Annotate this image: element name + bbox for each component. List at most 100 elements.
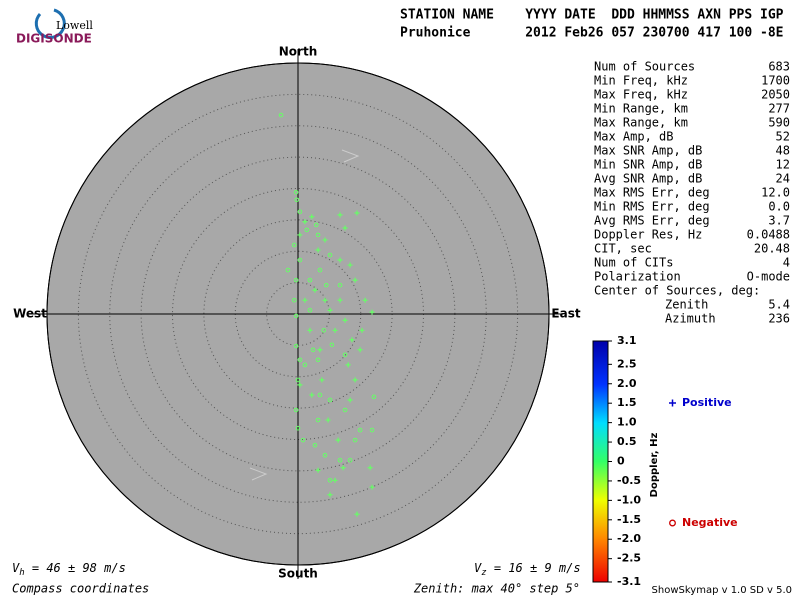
stat-label: Doppler Res, Hz [594,228,702,242]
source-point [347,457,353,463]
source-point [293,407,299,413]
stat-value: 236 [768,312,790,326]
colorbar [592,340,609,583]
stat-value: 48 [776,144,790,158]
source-point [307,327,313,333]
direction-label: North [279,45,317,59]
direction-label: West [13,307,47,321]
source-point [335,437,341,443]
stat-value: 4 [783,256,790,270]
source-point [337,457,343,463]
source-point [322,237,328,243]
source-point [321,328,327,333]
source-point [332,327,338,333]
direction-arrow [341,149,360,163]
source-point [327,252,333,258]
header-line: Pruhonice 2012 Feb26 057 230700 417 100 … [400,26,784,41]
colorbar-tick-label: 1.5 [617,396,637,409]
source-point [302,219,308,225]
source-point [293,277,299,283]
source-point [367,465,373,471]
source-point [278,112,284,118]
source-point [345,362,351,368]
center-title: Center of Sources, deg: [594,284,760,298]
source-point [362,297,368,303]
source-point [327,492,333,498]
source-point [337,257,343,263]
source-point [352,277,358,283]
zenith-note: Zenith: max 40° step 5° [413,582,580,596]
source-point [319,377,325,383]
source-point [357,347,363,353]
source-point [369,427,375,433]
source-point [317,347,323,353]
stat-label: Min RMS Err, deg [594,200,710,214]
colorbar-tick-label: -2.0 [617,532,641,545]
source-point [315,467,321,473]
source-point [293,189,299,195]
legend-marker [669,519,676,527]
stat-value: 277 [768,102,790,116]
source-point [285,267,291,273]
legend: Positive Negative [669,396,738,529]
source-point [309,392,315,398]
colorbar-ticks: 3.1 2.5 2.0 1.5 1.0 0.5 0 -0.5 -1.0 -1.5 -2.0 -2.5 -… [608,334,641,588]
sky-plot [33,49,563,579]
source-point [347,262,353,268]
source-point [297,357,303,363]
velocity-sub: h [19,568,24,578]
source-point [302,297,308,303]
stat-label: Max Freq, kHz [594,88,688,102]
colorbar-title: Doppler, Hz [649,433,660,498]
source-point [291,297,297,303]
source-point [313,222,319,228]
source-point [315,417,321,423]
logo-swoosh [34,8,66,39]
source-point [352,437,358,443]
source-point [342,352,348,358]
logo-bottom: DIGISONDE [16,32,92,46]
stat-label: Max Range, km [594,116,688,130]
colorbar-tick-label: 0 [617,455,625,468]
direction-label: South [278,567,318,581]
source-point [297,209,303,215]
colorbar-tick-label: 3.1 [617,334,637,347]
source-point [369,484,375,490]
source-point [291,242,297,248]
source-point [325,417,331,423]
source-point [297,382,303,388]
stat-label: Polarization [594,270,681,284]
source-point [293,313,299,319]
source-point [354,511,360,517]
velocity: Vz = 16 ± 9 m/s [474,561,581,578]
source-point [317,392,323,398]
version: ShowSkymap v 1.0 SD v 5.0 [652,585,792,596]
stat-value: 0.0 [768,200,790,214]
stat-value: 5.4 [768,298,790,312]
source-point [297,232,303,238]
stat-value: O-mode [747,270,790,284]
stat-label: Avg RMS Err, deg [594,214,710,228]
source-point [312,287,318,293]
source-point [327,477,333,483]
stat-label: Zenith [665,298,708,312]
colorbar-tick-label: -0.5 [617,474,641,487]
source-point [337,297,343,303]
velocity-symbol: V [12,561,20,575]
source-point [337,282,343,288]
source-point [297,257,303,263]
velocity-text: = 46 ± 98 m/s [25,561,126,575]
source-point [315,357,321,363]
source-point [300,437,306,443]
source-point [317,267,323,273]
colorbar-tick-label: -1.0 [617,493,641,506]
source-point [354,210,360,216]
source-point [337,212,343,218]
stats-table: Num of Sources 683 Min Freq, kHz 1700 Max Fr… [594,60,790,326]
source-point [357,427,363,433]
source-point [329,342,335,348]
source-point [293,343,299,349]
stat-label: Max RMS Err, deg [594,186,710,200]
source-point [369,309,375,315]
